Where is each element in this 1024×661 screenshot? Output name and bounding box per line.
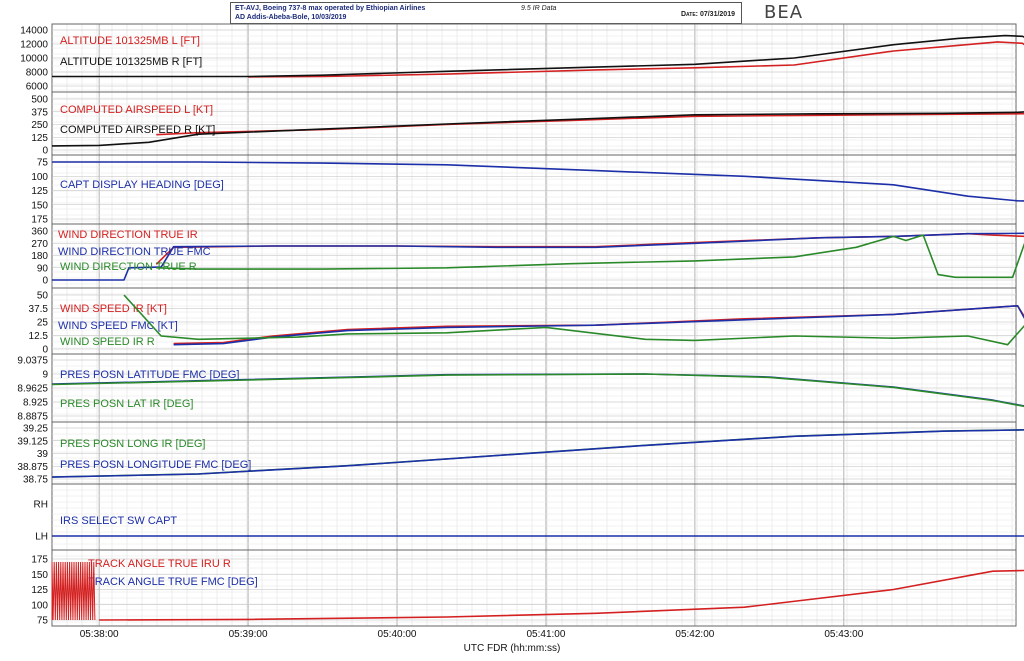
- y-tick-label-airspeed: 0: [42, 146, 48, 157]
- x-tick-label: 05:43:00: [824, 629, 863, 640]
- series-line-windspeed-1: [173, 305, 1024, 346]
- y-tick-label-longitude: 38.875: [17, 462, 48, 473]
- series-label-airspeed-1: COMPUTED AIRSPEED R [KT]: [60, 124, 215, 136]
- x-tick-label: 05:40:00: [378, 629, 417, 640]
- date-value: 07/31/2019: [699, 11, 735, 18]
- y-tick-label-longitude: 39.125: [17, 436, 48, 447]
- series-line-latitude-1: [51, 373, 1024, 408]
- series-label-winddir-1: WIND DIRECTION TRUE FMC: [58, 246, 211, 258]
- series-line-winddir-1: [52, 232, 1024, 281]
- y-tick-label-altitude: 12000: [20, 40, 48, 51]
- y-tick-label-airspeed: 250: [31, 120, 48, 131]
- header-line-aircraft: ET-AVJ, Boeing 737-8 max operated by Eth…: [235, 5, 426, 12]
- series-label-winddir-0: WIND DIRECTION TRUE IR: [58, 229, 198, 241]
- x-tick-label: 05:42:00: [675, 629, 714, 640]
- y-tick-label-track: 75: [37, 616, 49, 627]
- header-data-source: 9.5 IR Data: [521, 5, 557, 12]
- y-tick-label-winddir: 270: [31, 239, 48, 250]
- series-label-altitude-0: ALTITUDE 101325MB L [FT]: [60, 35, 200, 47]
- y-tick-label-longitude: 39.25: [23, 424, 48, 435]
- y-tick-label-winddir: 0: [42, 276, 48, 287]
- series-label-track-1: TRACK ANGLE TRUE FMC [DEG]: [88, 576, 258, 588]
- series-line-winddir-2: [156, 234, 1024, 279]
- series-label-latitude-0: PRES POSN LATITUDE FMC [DEG]: [60, 369, 240, 381]
- series-label-airspeed-0: COMPUTED AIRSPEED L [KT]: [60, 104, 213, 116]
- series-line-longitude-1: [51, 429, 1024, 478]
- series-label-heading-0: CAPT DISPLAY HEADING [DEG]: [60, 179, 224, 191]
- y-tick-label-airspeed: 125: [31, 133, 48, 144]
- x-tick-label: 05:41:00: [526, 629, 565, 640]
- y-tick-label-latitude: 9: [42, 370, 48, 381]
- header-date: Date: 07/31/2019: [681, 10, 735, 19]
- series-line-altitude-0: [248, 41, 1024, 78]
- series-line-heading-0: [52, 161, 1024, 202]
- y-tick-label-windspeed: 0: [42, 345, 48, 356]
- y-tick-label-irs: RH: [34, 500, 48, 511]
- x-axis-label: UTC FDR (hh:mm:ss): [464, 643, 561, 654]
- x-tick-label: 05:39:00: [229, 629, 268, 640]
- y-tick-label-latitude: 9.0375: [17, 356, 48, 367]
- series-label-altitude-1: ALTITUDE 101325MB R [FT]: [60, 56, 202, 68]
- series-line-altitude-1: [52, 34, 1024, 78]
- y-tick-label-windspeed: 12.5: [29, 331, 49, 342]
- y-tick-label-windspeed: 25: [37, 318, 49, 329]
- panel-frame-irs: [51, 483, 1017, 551]
- series-label-windspeed-2: WIND SPEED IR R: [60, 336, 155, 348]
- y-tick-label-heading: 175: [31, 215, 48, 226]
- y-tick-label-altitude: 6000: [26, 82, 49, 93]
- bea-logo: BEA: [764, 2, 804, 23]
- series-label-windspeed-1: WIND SPEED FMC [KT]: [58, 320, 178, 332]
- y-tick-label-altitude: 10000: [20, 54, 48, 65]
- y-tick-label-heading: 125: [31, 186, 48, 197]
- y-tick-label-longitude: 39: [37, 449, 49, 460]
- series-label-winddir-2: WIND DIRECTION TRUE R: [60, 261, 197, 273]
- y-tick-label-latitude: 8.9625: [17, 384, 48, 395]
- y-tick-label-winddir: 360: [31, 227, 48, 238]
- header-operator: Ethiopian Airlines: [365, 5, 426, 12]
- y-tick-label-windspeed: 37.5: [29, 304, 49, 315]
- y-tick-label-track: 150: [31, 570, 48, 581]
- y-tick-label-longitude: 38.75: [23, 475, 48, 486]
- date-label: Date:: [680, 11, 698, 18]
- series-line-winddir-0: [155, 232, 1024, 265]
- series-label-windspeed-0: WIND SPEED IR [KT]: [60, 303, 167, 315]
- y-tick-label-irs: LH: [35, 532, 48, 543]
- series-label-longitude-1: PRES POSN LONGITUDE FMC [DEG]: [60, 459, 251, 471]
- y-tick-label-track: 125: [31, 585, 48, 596]
- y-tick-label-heading: 150: [31, 200, 48, 211]
- series-label-track-0: TRACK ANGLE TRUE IRU R: [88, 558, 231, 570]
- y-tick-label-heading: 75: [37, 158, 49, 169]
- y-tick-label-track: 175: [31, 555, 48, 566]
- y-tick-label-heading: 100: [31, 172, 48, 183]
- series-label-irs-0: IRS SELECT SW CAPT: [60, 515, 177, 527]
- series-line-airspeed-1: [51, 111, 1024, 147]
- track-angle-initial-oscillation: [51, 562, 96, 621]
- y-tick-label-windspeed: 50: [37, 291, 49, 302]
- y-tick-label-winddir: 90: [37, 263, 49, 274]
- series-line-track-0: [99, 569, 1024, 621]
- x-tick-label: 05:38:00: [80, 629, 119, 640]
- series-label-latitude-1: PRES POSN LAT IR [DEG]: [60, 398, 193, 410]
- y-tick-label-latitude: 8.925: [23, 398, 48, 409]
- y-tick-label-track: 100: [31, 600, 48, 611]
- y-tick-label-latitude: 8.8875: [17, 412, 48, 423]
- header-line-airport: AD Addis-Abeba-Bole, 10/03/2019: [235, 14, 347, 21]
- y-tick-label-altitude: 8000: [26, 68, 49, 79]
- y-tick-label-winddir: 180: [31, 251, 48, 262]
- y-tick-label-altitude: 14000: [20, 26, 48, 37]
- y-tick-label-airspeed: 375: [31, 107, 48, 118]
- series-label-longitude-0: PRES POSN LONG IR [DEG]: [60, 438, 205, 450]
- series-line-windspeed-2: [123, 294, 1024, 346]
- y-tick-label-airspeed: 500: [31, 95, 48, 106]
